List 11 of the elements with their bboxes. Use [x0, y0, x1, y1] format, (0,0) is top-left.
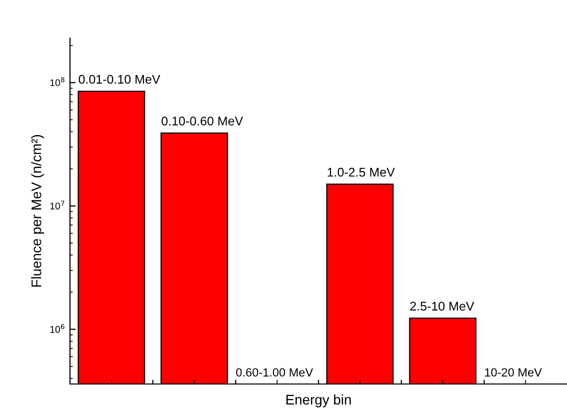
- y-tick-label: 10$^{7}$: [50, 200, 64, 210]
- x-tick-label: 1.0-2.5 MeV: [328, 168, 395, 177]
- y-tick-label: 10$^{6}$: [50, 324, 64, 333]
- x-tick-label: 10-20 MeV: [485, 368, 542, 377]
- x-tick-label: 0.60-1.00 MeV: [236, 368, 314, 377]
- x-axis-title: Energy bin: [286, 394, 351, 408]
- x-tick-label: 0.01-0.10 MeV: [78, 74, 160, 84]
- x-tick-label: 0.10-0.60 MeV: [162, 116, 244, 126]
- y-axis-title: Fluence per MeV (n/cm²): [31, 135, 44, 287]
- x-tick-label: 2.5-10 MeV: [410, 302, 474, 311]
- y-tick-label: 10$^{8}$: [50, 77, 64, 86]
